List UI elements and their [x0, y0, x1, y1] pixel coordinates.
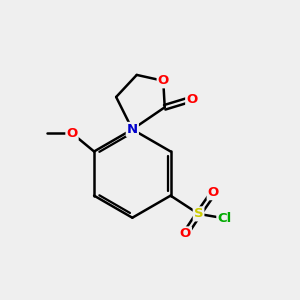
- Text: S: S: [194, 207, 203, 220]
- Text: N: N: [127, 123, 138, 136]
- Text: O: O: [186, 93, 197, 106]
- Text: O: O: [180, 227, 191, 240]
- Text: Cl: Cl: [217, 212, 232, 225]
- Text: O: O: [66, 127, 78, 140]
- Text: O: O: [208, 186, 219, 199]
- Text: O: O: [158, 74, 169, 87]
